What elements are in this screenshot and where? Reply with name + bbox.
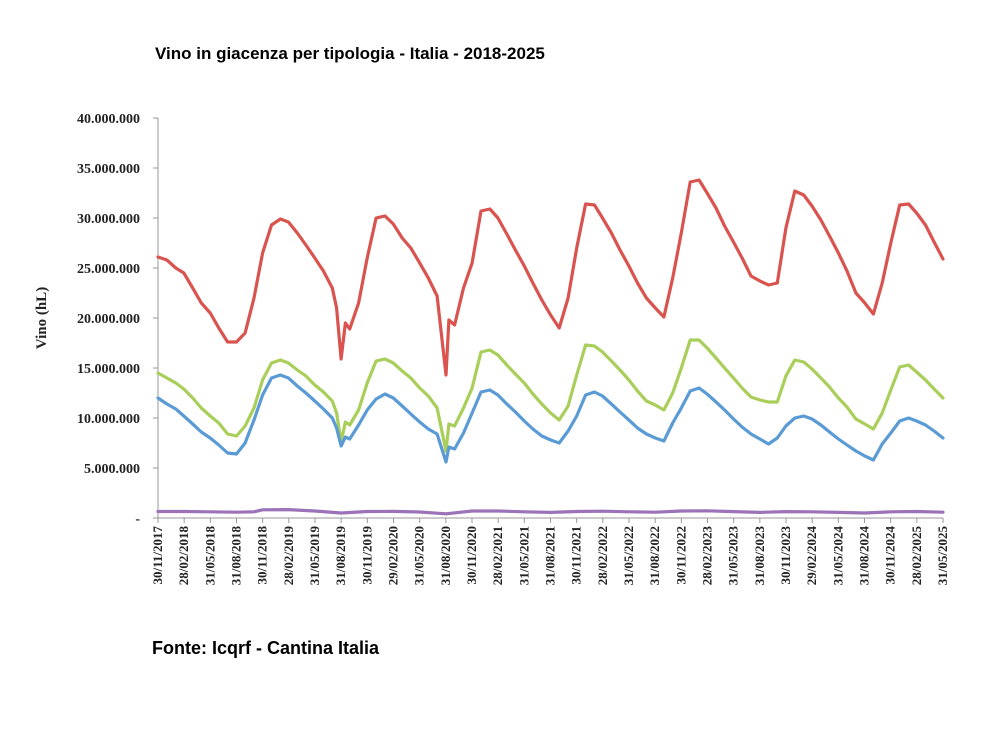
x-tick-label: 30/11/2024 <box>883 526 898 585</box>
x-tick-label: 30/11/2019 <box>359 526 374 585</box>
y-tick-label: - <box>135 512 140 527</box>
x-tick-label: 31/08/2019 <box>333 526 348 586</box>
y-tick-label: 15.000.000 <box>77 362 140 377</box>
y-axis-ticks: - 5.000.000 10.000.000 15.000.000 20.000.000… <box>77 112 158 527</box>
series-line-1 <box>156 178 945 377</box>
x-tick-label: 31/08/2022 <box>647 526 662 585</box>
x-tick-label: 31/05/2020 <box>412 526 427 585</box>
x-tick-label: 28/02/2019 <box>281 526 296 586</box>
x-tick-label: 28/02/2018 <box>176 526 191 586</box>
x-tick-label: 28/02/2025 <box>909 526 924 586</box>
x-tick-label: 31/05/2021 <box>516 526 531 585</box>
x-tick-label: 30/11/2021 <box>569 526 584 585</box>
y-tick-label: 25.000.000 <box>77 262 140 277</box>
y-tick-label: 5.000.000 <box>84 462 140 477</box>
x-tick-label: 31/05/2024 <box>830 526 845 586</box>
x-tick-label: 31/08/2018 <box>229 526 244 586</box>
x-tick-label: 31/08/2021 <box>543 526 558 585</box>
y-tick-label: 10.000.000 <box>77 412 140 427</box>
x-tick-label: 30/11/2023 <box>778 526 793 585</box>
x-tick-label: 31/05/2019 <box>307 526 322 586</box>
x-tick-label: 30/11/2022 <box>673 526 688 585</box>
source-note: Fonte: Icqrf - Cantina Italia <box>152 638 380 658</box>
series-line-2 <box>156 338 945 453</box>
y-axis-label: Vino (hL) <box>34 287 50 349</box>
x-tick-label: 29/02/2020 <box>386 526 401 585</box>
series-line-3 <box>156 373 945 464</box>
y-tick-label: 40.000.000 <box>77 112 140 127</box>
x-tick-label: 31/05/2018 <box>202 526 217 586</box>
x-tick-label: 31/08/2020 <box>438 526 453 585</box>
chart-title: Vino in giacenza per tipologia - Italia … <box>155 44 545 63</box>
x-tick-label: 28/02/2022 <box>595 526 610 585</box>
series-lines <box>156 178 945 516</box>
x-tick-label: 30/11/2018 <box>255 526 270 585</box>
y-tick-label: 30.000.000 <box>77 212 140 227</box>
x-tick-label: 28/02/2023 <box>700 526 715 586</box>
x-axis-ticks: 30/11/2017 28/02/2018 31/05/2018 31/08/2018… <box>150 518 950 585</box>
x-tick-label: 29/02/2024 <box>804 526 819 586</box>
x-tick-label: 28/02/2021 <box>490 526 505 585</box>
y-tick-label: 35.000.000 <box>77 162 140 177</box>
series-line-4 <box>156 508 945 516</box>
x-tick-label: 30/11/2017 <box>150 526 165 585</box>
x-tick-label: 31/08/2024 <box>857 526 872 586</box>
x-tick-label: 31/05/2025 <box>935 526 950 586</box>
x-tick-label: 30/11/2020 <box>464 526 479 585</box>
x-tick-label: 31/05/2023 <box>726 526 741 586</box>
x-tick-label: 31/05/2022 <box>621 526 636 585</box>
x-tick-label: 31/08/2023 <box>752 526 767 586</box>
y-tick-label: 20.000.000 <box>77 312 140 327</box>
